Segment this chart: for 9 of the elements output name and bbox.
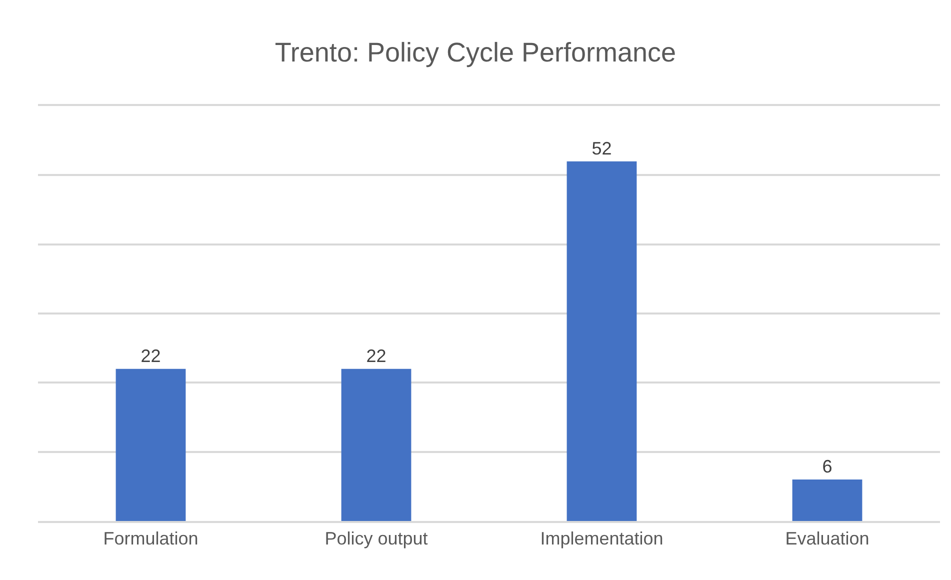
x-tick-label: Evaluation xyxy=(785,528,870,548)
data-label: 6 xyxy=(822,456,832,476)
x-tick-label: Policy output xyxy=(324,528,428,548)
chart-title: Trento: Policy Cycle Performance xyxy=(274,38,676,68)
data-label: 22 xyxy=(140,346,161,366)
data-label: 52 xyxy=(592,138,612,158)
x-tick-label: Formulation xyxy=(103,528,198,548)
data-label: 22 xyxy=(366,346,386,366)
x-tick-label: Implementation xyxy=(540,528,664,548)
